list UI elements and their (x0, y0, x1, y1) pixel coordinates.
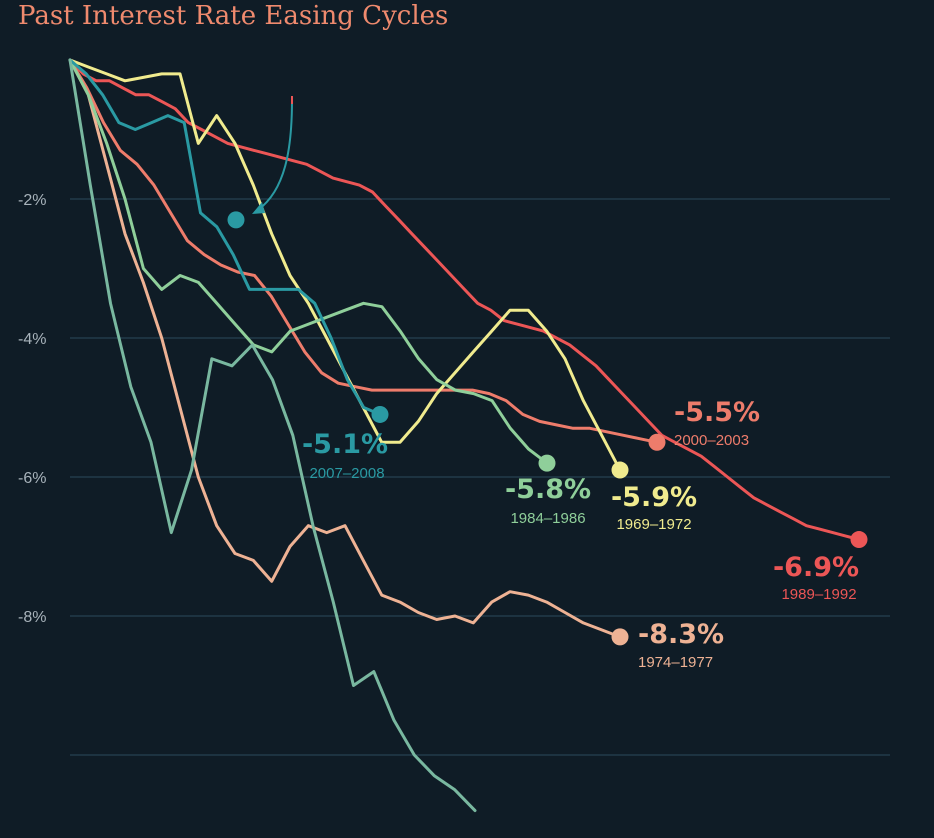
y-tick-label: -6% (18, 470, 46, 487)
end-period-label: 2000–2003 (674, 432, 749, 449)
annotation-arrow-head (252, 202, 265, 214)
end-marker-1974-1977 (611, 628, 629, 646)
y-tick-label: -4% (18, 331, 46, 348)
end-marker-1969-1972 (611, 461, 629, 479)
annotation-arrow-path (257, 99, 293, 211)
end-period-label: 1969–1972 (616, 516, 691, 533)
end-value-label: -5.9% (611, 482, 697, 513)
end-marker-1984-1986 (538, 454, 556, 472)
y-tick-label: -8% (18, 609, 46, 626)
end-period-label: 1984–1986 (510, 510, 585, 527)
chart-title: Past Interest Rate Easing Cycles (18, 1, 448, 31)
y-axis-ticks: -2% -4% -6% -8% (18, 192, 46, 626)
end-period-label: 1989–1992 (781, 586, 856, 603)
series-line-1989-1992 (68, 58, 861, 541)
end-value-label: -5.1% (302, 429, 388, 460)
end-period-label: 2007–2008 (309, 465, 384, 482)
series-end-markers (371, 405, 868, 646)
end-marker-2007-2008 (371, 405, 389, 423)
series-lines (68, 58, 861, 813)
series-line-unlabeled (68, 58, 477, 813)
end-marker-1989-1992 (850, 531, 868, 549)
end-period-label: 1974–1977 (638, 654, 713, 671)
annotation-arrow (227, 96, 293, 229)
series-line-2007-2008 (68, 58, 382, 416)
end-value-label: -6.9% (773, 552, 859, 583)
end-marker-2000-2003 (648, 433, 666, 451)
y-tick-label: -2% (18, 192, 46, 209)
series-line-1984-1986 (68, 58, 549, 465)
series-end-labels: -8.3% 1974–1977 -6.9% 1989–1992 -5.5% 2000–20… (302, 397, 859, 671)
highlight-dot (227, 211, 245, 229)
end-value-label: -5.8% (505, 474, 591, 505)
end-value-label: -8.3% (638, 619, 724, 650)
series-line-2000-2003 (68, 58, 659, 444)
series-line-1974-1977 (68, 58, 622, 639)
end-value-label: -5.5% (674, 397, 760, 428)
gridlines (70, 198, 890, 756)
